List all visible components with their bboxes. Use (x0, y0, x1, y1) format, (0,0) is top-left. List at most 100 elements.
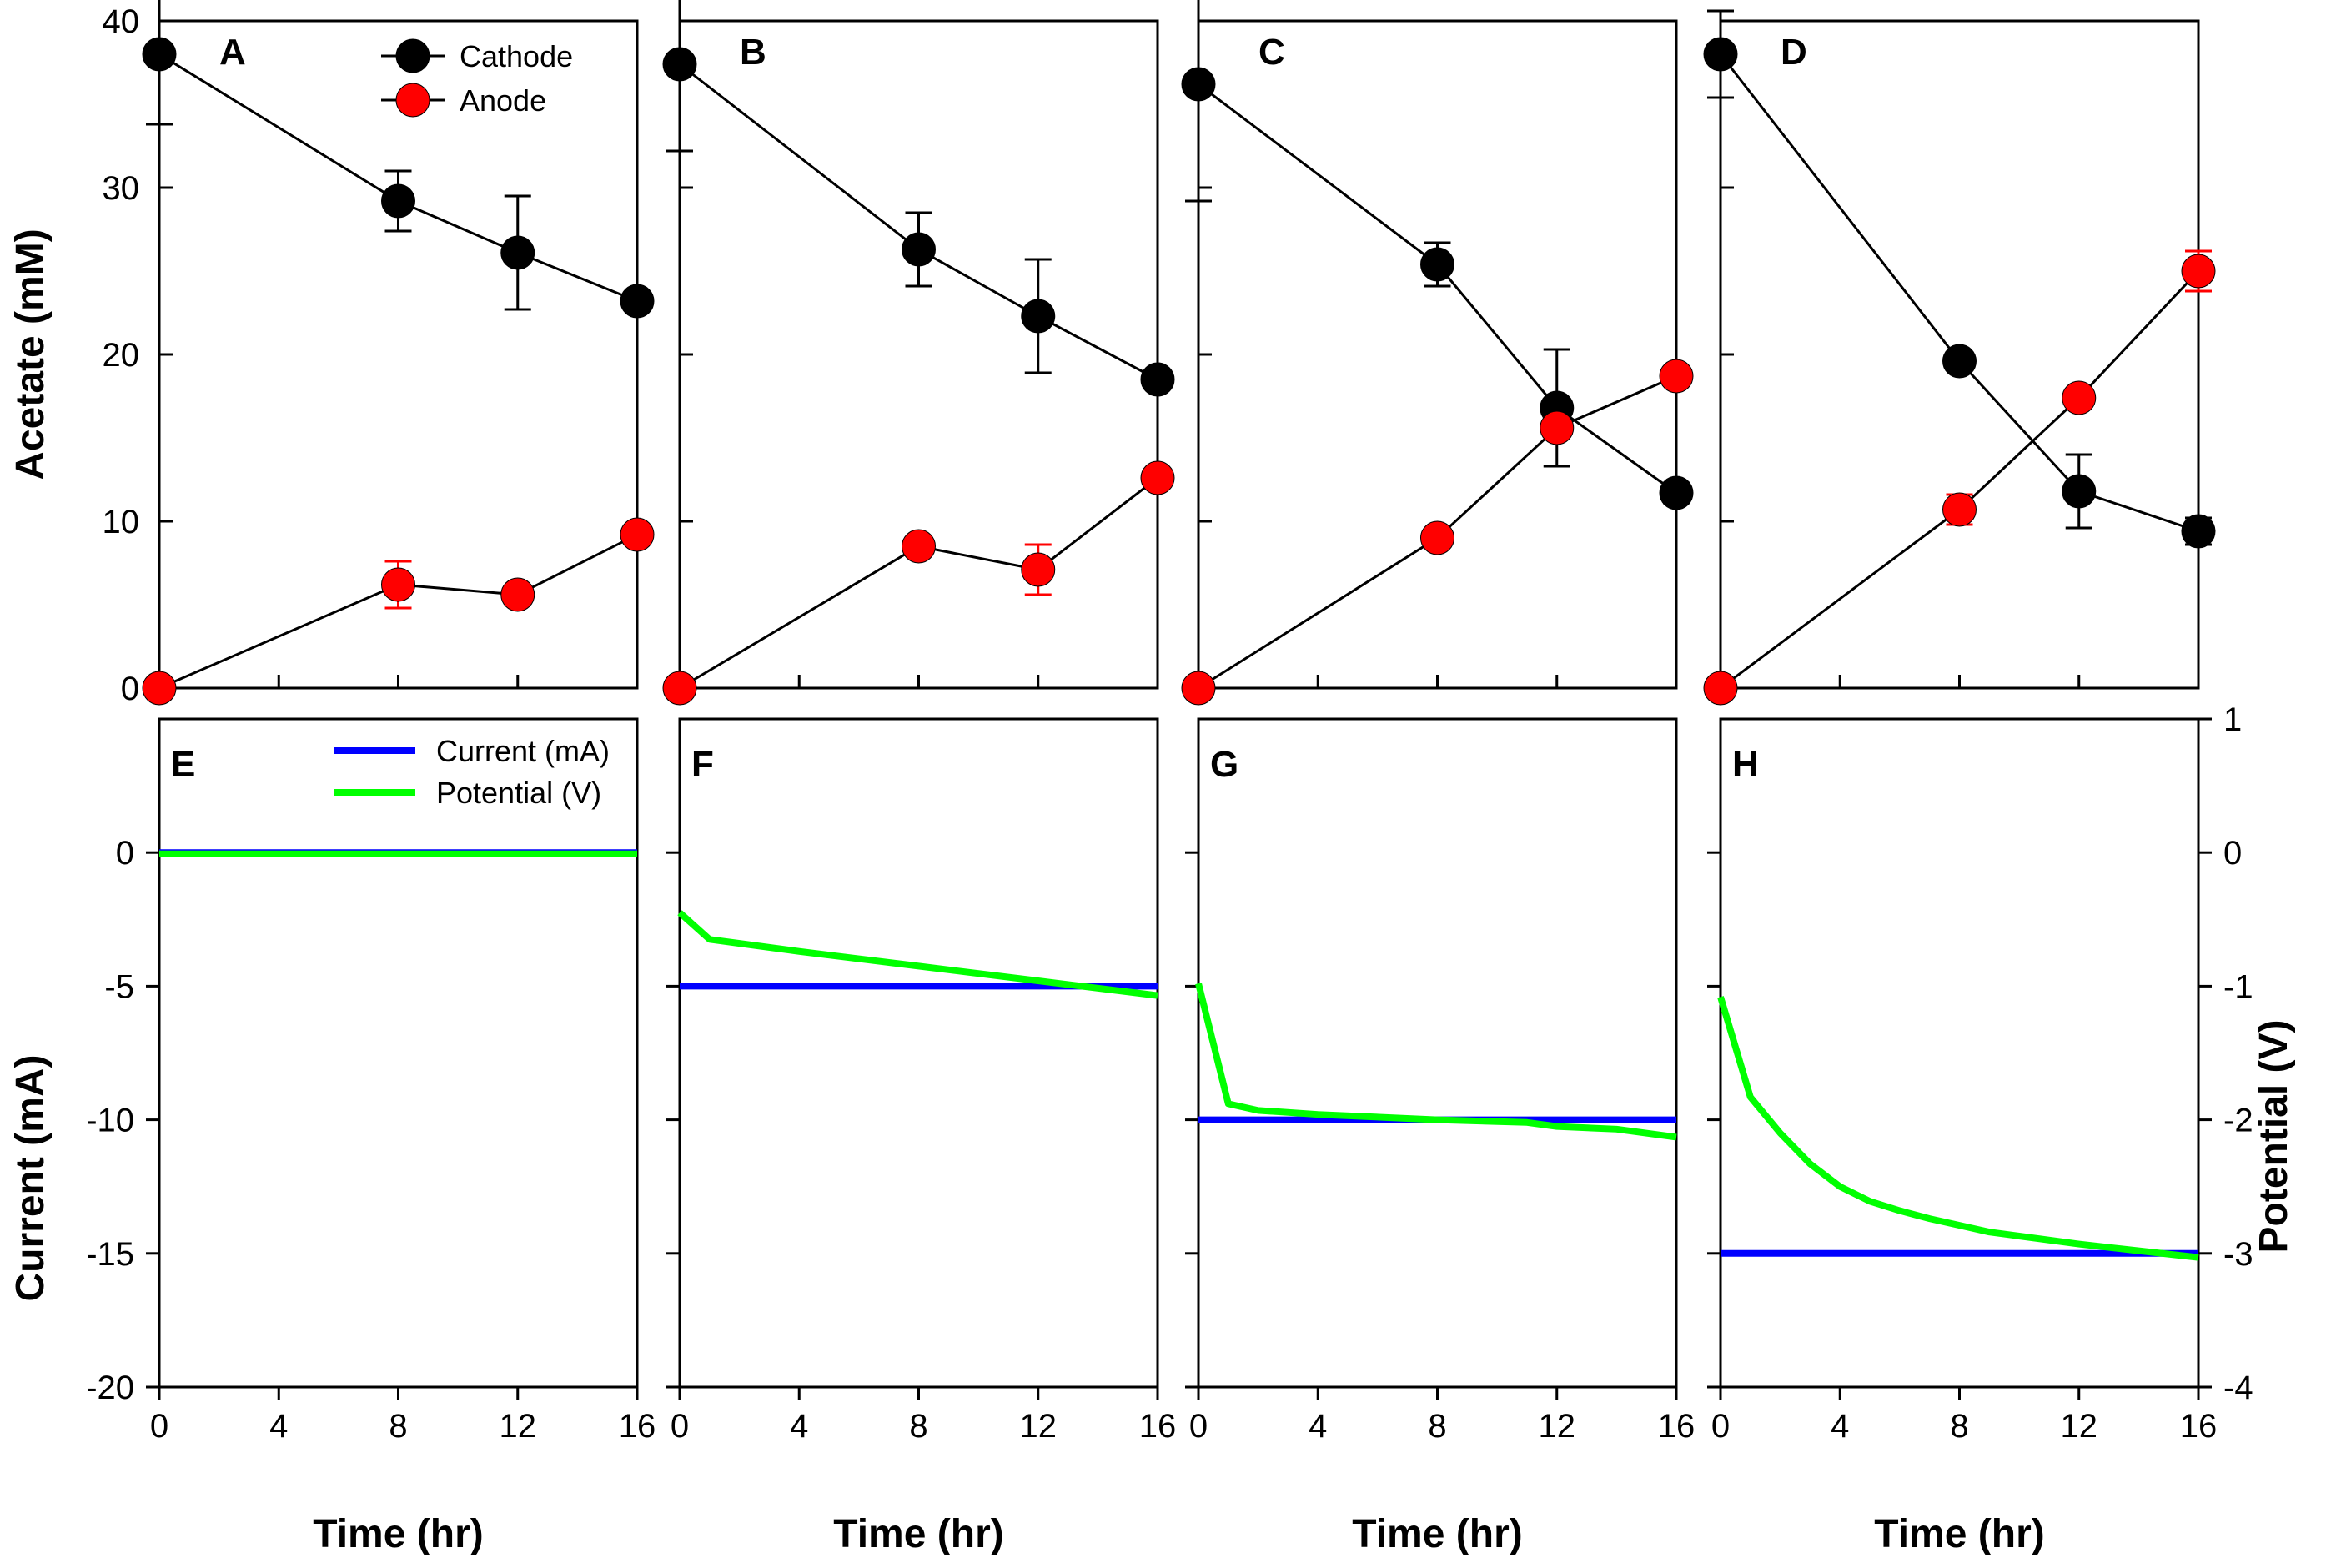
data-point (1703, 671, 1738, 706)
series-cathode (142, 0, 655, 319)
data-point (1659, 359, 1694, 394)
series-line (158, 53, 638, 303)
x-tick-label: 8 (909, 1408, 927, 1445)
data-point (662, 671, 697, 706)
panel-frame (1197, 717, 1678, 1389)
x-tick-label: 8 (389, 1408, 407, 1445)
potential-line (1195, 983, 1677, 1141)
data-point (142, 671, 177, 706)
x-tick-label: 12 (2061, 1408, 2098, 1445)
series-cathode (1181, 0, 1694, 510)
x-tick-label: 4 (790, 1408, 808, 1445)
series-anode (142, 517, 655, 706)
series-line (679, 476, 1158, 690)
y-tick-label: -15 (86, 1236, 134, 1273)
y-tick-label: 40 (103, 3, 140, 40)
data-point (500, 577, 535, 612)
panel-frame (1197, 19, 1678, 690)
data-point (1021, 552, 1056, 587)
panel-D: D (1703, 9, 2216, 706)
series-anode (662, 460, 1175, 706)
data-point (1181, 671, 1216, 706)
y-tick-label: -20 (86, 1369, 134, 1406)
x-tick-label: 4 (1831, 1408, 1849, 1445)
y-tick-label-right: 1 (2223, 701, 2242, 738)
series-line (1198, 374, 1677, 690)
panel-F: 0 4 8 12 16 Time (hr) F (666, 717, 1177, 1556)
y-tick-label: 10 (103, 504, 140, 540)
data-point (381, 567, 415, 602)
axis-titles: Acetate (mM) Current (mA) Potential (V) (8, 229, 2296, 1301)
legend-label: Potential (V) (436, 776, 601, 810)
data-point (1540, 410, 1575, 445)
data-point (1942, 492, 1977, 527)
x-tick-label: 16 (1139, 1408, 1177, 1445)
data-point (1420, 247, 1454, 282)
y-tick-label: 0 (116, 835, 134, 872)
data-point (1659, 475, 1694, 510)
data-point (1942, 344, 1977, 379)
data-point (2181, 514, 2216, 549)
x-axis-title: Time (hr) (313, 1512, 483, 1556)
panel-G: 0 4 8 12 16 Time (hr) G (1185, 717, 1696, 1556)
series-anode (1181, 359, 1694, 706)
data-point (620, 284, 655, 319)
legend-acetate: Cathode Anode (381, 38, 573, 118)
legend-current-potential: Current (mA) Potential (V) (334, 734, 610, 810)
x-tick-label: 8 (1950, 1408, 1968, 1445)
acetate-panels: 0 10 20 30 40 A B C D Cathode Anode (103, 0, 2216, 707)
data-point (500, 235, 535, 270)
legend-marker (395, 83, 430, 118)
y-tick-label-right: 0 (2223, 835, 2242, 872)
series-cathode (1703, 9, 2216, 549)
panel-C: C (1181, 0, 1694, 706)
data-point (1021, 299, 1056, 334)
data-point (902, 529, 936, 564)
series-anode (1703, 249, 2216, 706)
panel-A: 0 10 20 30 40 A (103, 0, 655, 707)
legend-label: Anode (460, 83, 546, 118)
panel-letter: H (1732, 744, 1759, 785)
data-point (1140, 460, 1175, 495)
series-line (1198, 83, 1677, 495)
legend-item-potential: Potential (V) (334, 776, 601, 810)
panel-letter: A (219, 32, 246, 73)
x-tick-label: 0 (1189, 1408, 1208, 1445)
legend-label: Cathode (460, 39, 573, 73)
panel-frame (158, 717, 639, 1389)
x-tick-label: 16 (2180, 1408, 2218, 1445)
data-point (2062, 380, 2097, 415)
y-tick-label: -5 (104, 968, 134, 1005)
data-point (1420, 520, 1454, 555)
series-line (1719, 53, 2199, 533)
panel-B: B (662, 0, 1175, 706)
panel-letter: B (740, 32, 766, 73)
legend-item-cathode: Cathode (381, 38, 573, 73)
series-cathode (662, 0, 1175, 397)
x-axis-title: Time (hr) (833, 1512, 1003, 1556)
data-point (142, 37, 177, 72)
panel-H: 1 0 -1 -2 -3 -4 0 4 8 12 16 Time (hr) H (1707, 701, 2253, 1556)
x-tick-label: 16 (1658, 1408, 1696, 1445)
x-tick-label: 12 (500, 1408, 537, 1445)
legend-item-current: Current (mA) (334, 734, 610, 768)
series-line (679, 63, 1158, 381)
x-tick-label: 0 (150, 1408, 168, 1445)
y-tick-label: 0 (121, 671, 139, 707)
y-tick-label: 20 (103, 337, 140, 374)
legend-marker (395, 38, 430, 73)
y-axis-title-potential: Potential (V) (2252, 1019, 2296, 1253)
legend-label: Current (mA) (436, 734, 610, 768)
x-tick-label: 16 (619, 1408, 656, 1445)
data-point (620, 517, 655, 552)
x-tick-label: 0 (671, 1408, 689, 1445)
x-tick-label: 12 (1539, 1408, 1576, 1445)
series-line (158, 533, 638, 690)
y-tick-label-right: -3 (2223, 1236, 2253, 1273)
y-tick-label-right: -2 (2223, 1103, 2253, 1139)
x-tick-label: 0 (1711, 1408, 1730, 1445)
data-point (902, 232, 936, 267)
data-point (381, 183, 415, 219)
x-axis-title: Time (hr) (1874, 1512, 2044, 1556)
